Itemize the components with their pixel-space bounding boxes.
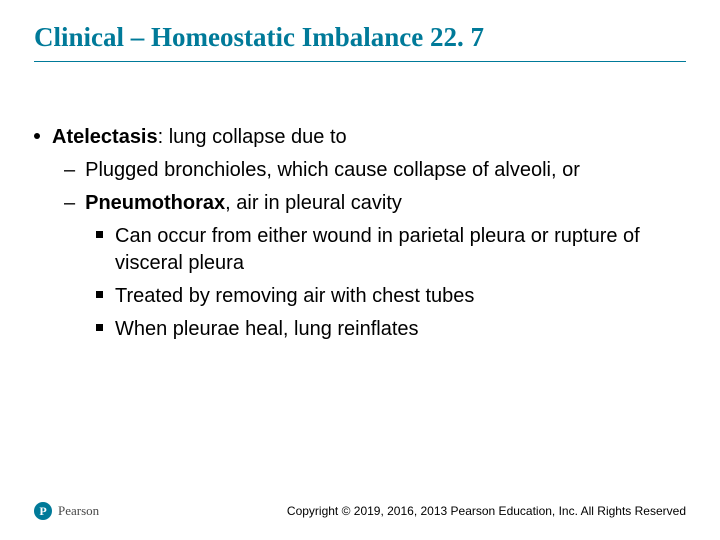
- bullet-text: When pleurae heal, lung reinflates: [115, 316, 419, 343]
- square-icon: [96, 231, 103, 238]
- logo-brand-text: Pearson: [58, 503, 99, 519]
- bullet-text: Plugged bronchioles, which cause collaps…: [85, 157, 580, 184]
- bullet-text: Can occur from either wound in parietal …: [115, 223, 686, 277]
- copyright-text: Copyright © 2019, 2016, 2013 Pearson Edu…: [287, 504, 686, 518]
- bullet-level1: Atelectasis: lung collapse due to: [34, 124, 686, 151]
- square-icon: [96, 324, 103, 331]
- slide: Clinical – Homeostatic Imbalance 22. 7 A…: [0, 0, 720, 540]
- body-area: Atelectasis: lung collapse due to – Plug…: [0, 70, 720, 343]
- title-underline: [34, 61, 686, 62]
- bullet-text: Treated by removing air with chest tubes: [115, 283, 474, 310]
- bullet-level3: Can occur from either wound in parietal …: [34, 223, 686, 277]
- pearson-logo: P Pearson: [34, 502, 99, 520]
- bullet-dot-icon: [34, 133, 40, 139]
- square-icon: [96, 291, 103, 298]
- logo-mark-icon: P: [34, 502, 52, 520]
- bullet-text: Pneumothorax, air in pleural cavity: [85, 190, 402, 217]
- footer: P Pearson Copyright © 2019, 2016, 2013 P…: [0, 502, 720, 520]
- bullet-level3: When pleurae heal, lung reinflates: [34, 316, 686, 343]
- term: Atelectasis: [52, 126, 158, 148]
- term: Pneumothorax: [85, 192, 225, 214]
- bullet-level3: Treated by removing air with chest tubes: [34, 283, 686, 310]
- term-rest: : lung collapse due to: [158, 126, 347, 148]
- bullet-text: Atelectasis: lung collapse due to: [52, 124, 347, 151]
- bullet-level2: – Plugged bronchioles, which cause colla…: [34, 157, 686, 184]
- bullet-level2: – Pneumothorax, air in pleural cavity: [34, 190, 686, 217]
- slide-title: Clinical – Homeostatic Imbalance 22. 7: [34, 22, 686, 53]
- title-area: Clinical – Homeostatic Imbalance 22. 7: [0, 0, 720, 70]
- term-rest: , air in pleural cavity: [225, 192, 402, 214]
- dash-icon: –: [64, 157, 75, 184]
- dash-icon: –: [64, 190, 75, 217]
